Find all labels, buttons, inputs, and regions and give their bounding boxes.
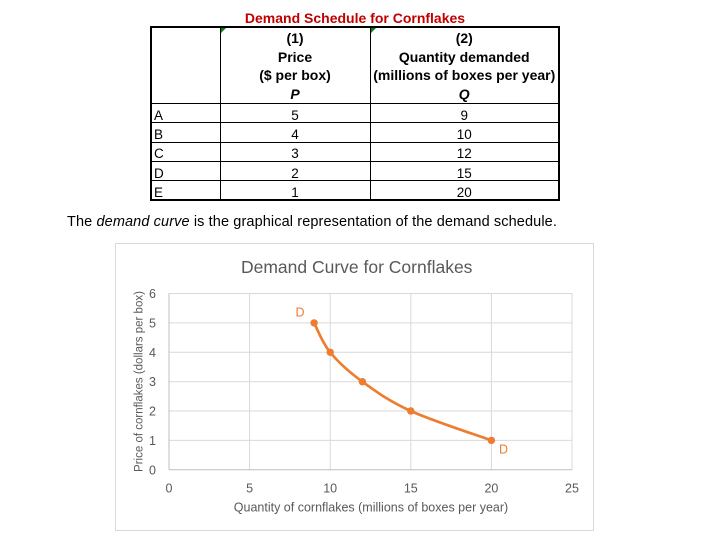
svg-text:5: 5 — [149, 316, 156, 330]
svg-text:20: 20 — [484, 482, 498, 496]
svg-text:D: D — [296, 306, 305, 320]
svg-text:10: 10 — [323, 482, 337, 496]
svg-text:3: 3 — [149, 375, 156, 389]
svg-text:6: 6 — [149, 287, 156, 301]
svg-text:5: 5 — [246, 482, 253, 496]
svg-text:1: 1 — [149, 434, 156, 448]
svg-text:15: 15 — [404, 482, 418, 496]
svg-text:Demand Curve for Cornflakes: Demand Curve for Cornflakes — [241, 257, 473, 277]
svg-text:Quantity of cornflakes (millio: Quantity of cornflakes (millions of boxe… — [234, 501, 508, 515]
svg-text:0: 0 — [166, 482, 173, 496]
svg-text:2: 2 — [149, 405, 156, 419]
svg-text:D: D — [499, 443, 508, 457]
svg-text:0: 0 — [149, 463, 156, 477]
svg-text:Price of cornflakes (dollars p: Price of cornflakes (dollars per box) — [134, 291, 146, 472]
svg-text:4: 4 — [149, 346, 156, 360]
svg-text:25: 25 — [565, 482, 579, 496]
